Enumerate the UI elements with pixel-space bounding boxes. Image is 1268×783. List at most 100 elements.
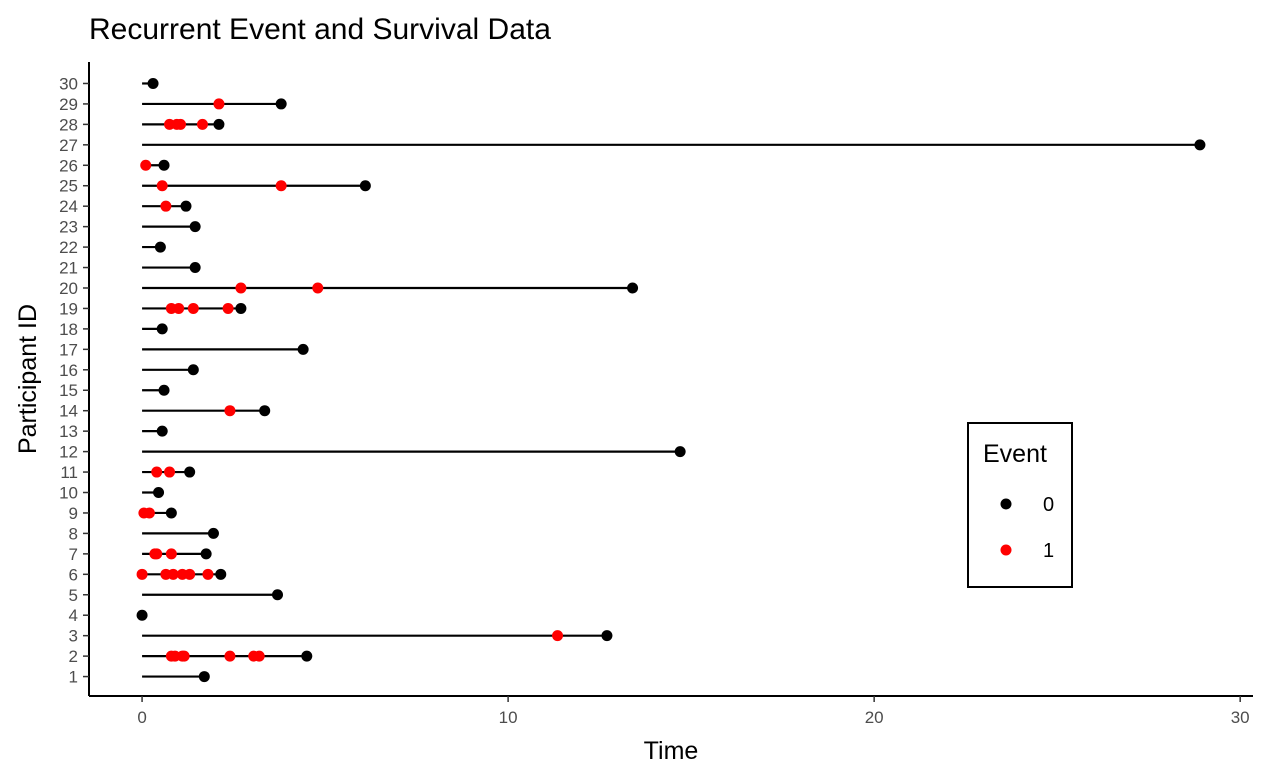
- y-tick-label-5: 5: [69, 586, 78, 605]
- end-point-6: [215, 568, 227, 580]
- end-point-19: [235, 302, 247, 314]
- end-point-20: [627, 282, 639, 294]
- y-tick-label-6: 6: [69, 565, 78, 584]
- end-point-7: [200, 548, 212, 560]
- end-point-15: [158, 384, 170, 396]
- y-tick-label-27: 27: [59, 136, 78, 155]
- y-tick-label-26: 26: [59, 156, 78, 175]
- y-tick-label-23: 23: [59, 218, 78, 237]
- end-point-16: [187, 364, 199, 376]
- legend-label-0: 0: [1043, 494, 1054, 516]
- end-point-25: [359, 180, 371, 192]
- y-tick-label-29: 29: [59, 95, 78, 114]
- end-point-11: [184, 466, 196, 478]
- end-point-22: [154, 241, 166, 253]
- event-point-2-6: [253, 650, 265, 662]
- y-tick-label-21: 21: [59, 259, 78, 278]
- legend: Event 0 1: [967, 422, 1073, 588]
- y-tick-label-9: 9: [69, 504, 78, 523]
- end-point-14: [259, 405, 271, 417]
- y-tick-label-19: 19: [59, 299, 78, 318]
- y-axis-title: Participant ID: [14, 304, 42, 454]
- event-point-11-0: [151, 466, 163, 478]
- y-tick-label-25: 25: [59, 177, 78, 196]
- end-point-26: [158, 159, 170, 171]
- end-point-1: [198, 671, 210, 683]
- event-point-11-1: [164, 466, 176, 478]
- legend-title: Event: [983, 440, 1047, 468]
- y-tick-label-18: 18: [59, 320, 78, 339]
- event-point-6-4: [184, 568, 196, 580]
- y-tick-label-4: 4: [69, 606, 78, 625]
- y-axis-ticks: 1234567891011121314151617181920212223242…: [59, 74, 89, 687]
- y-tick-label-7: 7: [69, 545, 78, 564]
- legend-box: [967, 422, 1073, 588]
- x-axis-title: Time: [644, 737, 699, 765]
- x-tick-label-30: 30: [1231, 708, 1250, 727]
- end-point-3: [601, 630, 613, 642]
- event-point-28-2: [175, 118, 187, 130]
- y-tick-label-13: 13: [59, 422, 78, 441]
- y-tick-label-15: 15: [59, 381, 78, 400]
- y-tick-label-8: 8: [69, 524, 78, 543]
- y-tick-label-30: 30: [59, 74, 78, 93]
- y-tick-label-22: 22: [59, 238, 78, 257]
- event-point-14-0: [224, 405, 236, 417]
- y-tick-label-10: 10: [59, 484, 78, 503]
- legend-key-1: [1000, 544, 1012, 556]
- y-tick-label-28: 28: [59, 115, 78, 134]
- x-tick-label-0: 0: [137, 708, 146, 727]
- event-point-3-0: [552, 630, 564, 642]
- y-tick-label-11: 11: [60, 463, 78, 482]
- end-point-27: [1194, 139, 1206, 151]
- plot-area: [136, 77, 1206, 683]
- end-point-21: [189, 262, 201, 274]
- end-point-12: [674, 446, 686, 458]
- y-tick-label-14: 14: [59, 402, 78, 421]
- y-tick-label-17: 17: [59, 340, 78, 359]
- event-point-2-4: [224, 650, 236, 662]
- event-point-7-2: [165, 548, 177, 560]
- end-point-23: [189, 221, 201, 233]
- end-point-4: [136, 609, 148, 621]
- end-point-8: [207, 527, 219, 539]
- end-point-2: [301, 650, 313, 662]
- legend-label-1: 1: [1043, 540, 1054, 562]
- event-point-19-2: [187, 302, 199, 314]
- legend-key-0: [1000, 498, 1012, 510]
- event-point-19-3: [222, 302, 234, 314]
- x-axis-ticks: 0 10 20 30: [137, 696, 1250, 727]
- end-point-10: [153, 487, 165, 499]
- y-tick-label-2: 2: [69, 647, 78, 666]
- event-point-9-1: [143, 507, 155, 519]
- chart-title: Recurrent Event and Survival Data: [89, 13, 551, 46]
- end-point-13: [156, 425, 168, 437]
- y-tick-label-16: 16: [59, 361, 78, 380]
- event-point-2-3: [178, 650, 190, 662]
- event-point-20-0: [235, 282, 247, 294]
- end-point-17: [297, 343, 309, 355]
- y-tick-label-12: 12: [59, 443, 78, 462]
- event-point-20-1: [312, 282, 324, 294]
- end-point-29: [275, 98, 287, 110]
- end-point-28: [213, 118, 225, 130]
- event-point-7-1: [151, 548, 163, 560]
- y-tick-label-20: 20: [59, 279, 78, 298]
- x-tick-label-10: 10: [499, 708, 518, 727]
- end-point-5: [272, 589, 284, 601]
- y-tick-label-24: 24: [59, 197, 78, 216]
- end-point-18: [156, 323, 168, 335]
- event-point-28-3: [196, 118, 208, 130]
- event-point-29-0: [213, 98, 225, 110]
- event-point-6-2: [167, 568, 179, 580]
- x-tick-label-20: 20: [865, 708, 884, 727]
- event-point-26-0: [140, 159, 152, 171]
- event-point-25-0: [156, 180, 168, 192]
- event-point-24-0: [160, 200, 172, 212]
- y-tick-label-3: 3: [69, 627, 78, 646]
- event-point-6-5: [202, 568, 214, 580]
- event-point-19-1: [173, 302, 185, 314]
- end-point-9: [165, 507, 177, 519]
- event-point-6-0: [136, 568, 148, 580]
